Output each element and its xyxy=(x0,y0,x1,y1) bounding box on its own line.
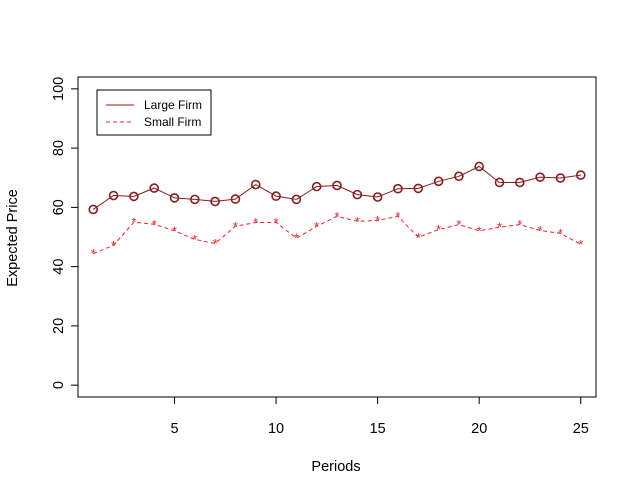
legend-label-large-firm: Large Firm xyxy=(144,98,202,112)
data-point: * xyxy=(131,215,136,230)
data-point xyxy=(230,194,241,204)
data-point xyxy=(169,193,180,203)
x-axis: 5 10 15 20 25 xyxy=(170,396,589,437)
data-point xyxy=(515,177,525,188)
series-line-large-firm xyxy=(92,165,581,210)
x-tick-label: 25 xyxy=(573,421,589,437)
data-point xyxy=(149,183,159,193)
y-tick-label: 80 xyxy=(51,140,67,156)
data-point: * xyxy=(517,217,522,232)
data-point xyxy=(108,190,119,201)
data-point: * xyxy=(91,246,96,261)
series-small-firm: * * * * * * * * * * * * * * * * * * * * * * * * * xyxy=(91,209,584,261)
x-axis-title: Periods xyxy=(311,459,360,475)
y-axis-title: Expected Price xyxy=(5,189,21,287)
y-tick-label: 40 xyxy=(51,259,67,275)
data-point xyxy=(454,171,464,182)
data-point xyxy=(555,173,566,183)
data-point xyxy=(271,191,281,201)
y-tick-label: 20 xyxy=(51,318,67,334)
series-layer: * * * * * * * * * * * * * * * * * * * * * * * * * xyxy=(88,161,586,261)
data-point xyxy=(372,192,383,202)
data-point: * xyxy=(558,226,563,241)
x-tick-label: 10 xyxy=(268,421,284,437)
data-point xyxy=(210,196,220,207)
data-point: * xyxy=(334,209,339,224)
y-tick-label: 0 xyxy=(51,381,67,389)
legend-label-small-firm: Small Firm xyxy=(144,115,201,129)
data-point: * xyxy=(253,215,258,230)
data-point: * xyxy=(355,214,360,229)
data-point: * xyxy=(213,236,218,251)
x-tick-label: 20 xyxy=(471,421,487,437)
legend: Large Firm Small Firm xyxy=(96,89,212,136)
y-axis: 0 20 40 60 80 100 xyxy=(51,77,79,389)
data-point: * xyxy=(538,223,543,238)
data-point: * xyxy=(416,230,421,245)
data-point: * xyxy=(274,215,279,230)
data-point xyxy=(311,181,322,192)
series-large-firm xyxy=(88,161,586,215)
legend-box xyxy=(96,89,212,136)
data-point: * xyxy=(578,237,583,252)
data-point xyxy=(474,161,484,172)
data-point xyxy=(291,194,302,205)
x-tick-label: 5 xyxy=(170,421,178,437)
data-point: * xyxy=(152,217,157,232)
data-point xyxy=(129,191,139,202)
series-line-small-firm xyxy=(93,215,582,255)
data-point: * xyxy=(477,223,482,238)
y-tick-label: 100 xyxy=(51,77,67,101)
data-point xyxy=(393,183,403,194)
data-point: * xyxy=(456,217,461,232)
data-point xyxy=(575,170,586,180)
data-point: * xyxy=(436,222,441,237)
data-point xyxy=(250,179,261,190)
data-point xyxy=(190,194,200,205)
data-point: * xyxy=(314,219,319,234)
data-point: * xyxy=(111,238,116,253)
data-point xyxy=(413,183,424,194)
x-tick-label: 15 xyxy=(370,421,386,437)
data-point: * xyxy=(172,223,177,238)
data-point xyxy=(494,177,505,188)
data-point xyxy=(88,204,99,215)
data-point: * xyxy=(375,213,380,228)
y-tick-label: 60 xyxy=(51,199,67,215)
data-point xyxy=(535,172,545,182)
data-point xyxy=(433,176,444,187)
data-point: * xyxy=(192,232,197,247)
data-point xyxy=(352,189,363,200)
data-point: * xyxy=(497,220,502,235)
data-point: * xyxy=(294,231,299,246)
data-point xyxy=(332,180,342,191)
data-point: * xyxy=(233,219,238,234)
data-point: * xyxy=(395,209,400,224)
